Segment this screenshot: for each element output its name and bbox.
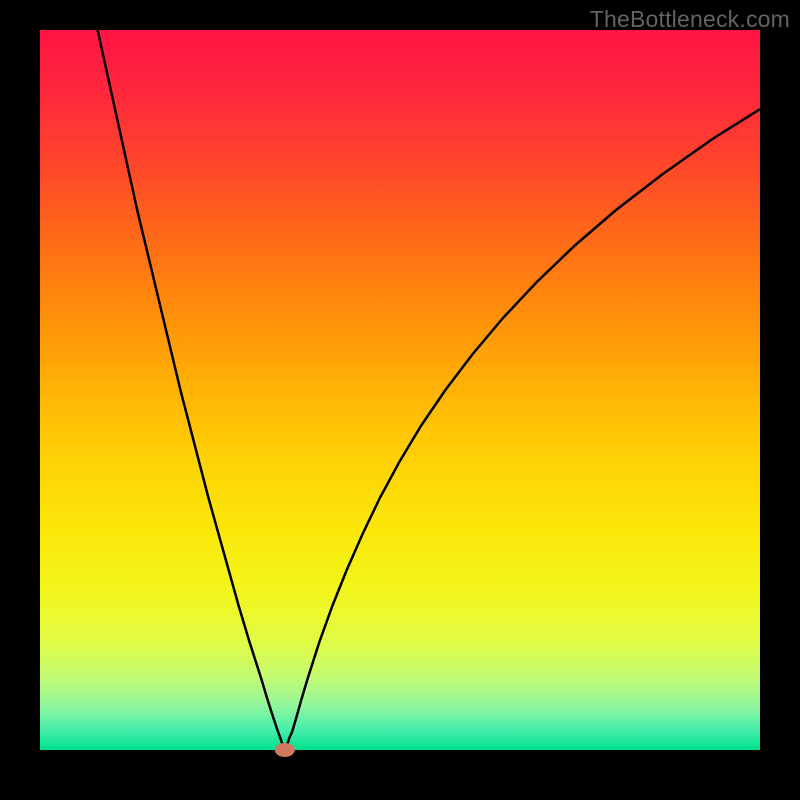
watermark-text: TheBottleneck.com xyxy=(590,6,790,33)
bottleneck-chart xyxy=(0,0,800,800)
optimum-marker xyxy=(275,743,295,757)
plot-background xyxy=(40,30,760,750)
chart-container: { "watermark": { "text": "TheBottleneck.… xyxy=(0,0,800,800)
